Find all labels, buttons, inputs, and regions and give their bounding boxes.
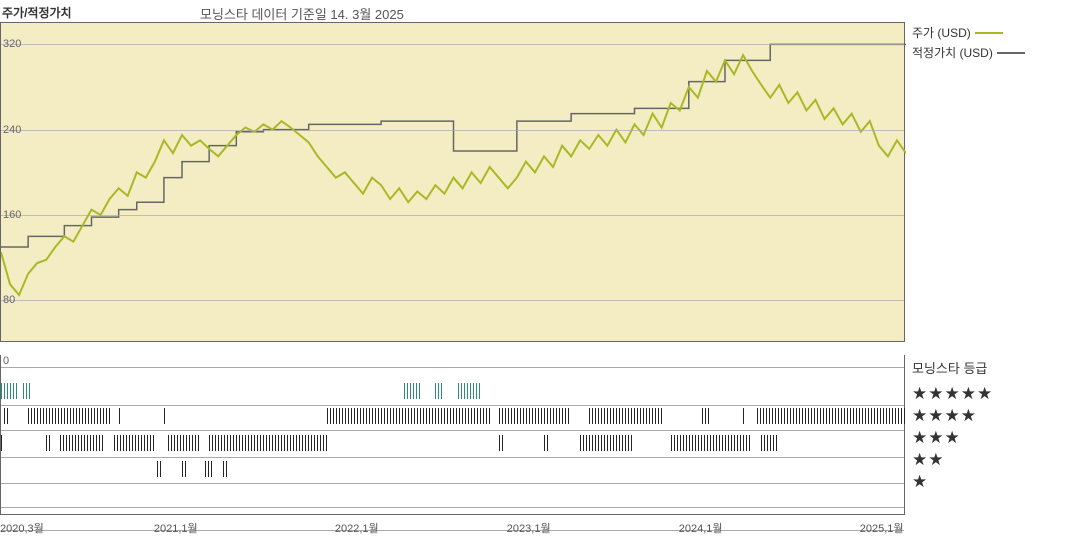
rating-segment — [499, 408, 571, 424]
rating-segment — [702, 408, 709, 424]
rating-segment — [168, 435, 200, 451]
morningstar-rating-chart: 0 — [0, 355, 905, 515]
rating-segment — [23, 383, 30, 399]
rating-legend-title: 모닝스타 등급 — [912, 358, 1072, 377]
star-row: ★★★★ — [912, 405, 1072, 427]
legend-fairvalue: 적정가치 (USD) — [912, 44, 1072, 61]
x-tick-label: 2022,1월 — [335, 520, 379, 536]
rating-y-zero: 0 — [3, 355, 9, 367]
rating-segment — [499, 435, 504, 451]
rating-legend: 모닝스타 등급 ★★★★★★★★★★★★★★★ — [912, 358, 1072, 493]
gridline — [1, 44, 904, 45]
chart-legend: 주가 (USD) 적정가치 (USD) — [912, 24, 1072, 64]
rating-segment — [671, 435, 752, 451]
rating-segment — [46, 435, 51, 451]
y-tick-label: 160 — [3, 209, 21, 221]
rating-segment — [4, 408, 9, 424]
rating-segment — [1, 435, 3, 451]
y-tick-label: 320 — [3, 38, 21, 50]
rating-segment — [761, 435, 779, 451]
rating-segment — [114, 435, 155, 451]
rating-segment — [119, 408, 122, 424]
rating-segment — [164, 408, 167, 424]
star-row: ★★★ — [912, 427, 1072, 449]
rating-segment — [580, 435, 634, 451]
rating-segment — [743, 408, 746, 424]
star-row: ★ — [912, 471, 1072, 493]
legend-price-swatch — [975, 32, 1003, 34]
x-tick-label: 2025,1월 — [860, 520, 904, 536]
rating-segment — [209, 435, 327, 451]
fair-value-line — [1, 44, 906, 247]
gridline — [1, 130, 904, 131]
gridline — [1, 215, 904, 216]
rating-segment — [589, 408, 661, 424]
legend-fair-label: 적정가치 (USD) — [912, 44, 993, 61]
rating-segment — [757, 408, 906, 424]
page-title: 주가/적정가치 — [2, 4, 72, 21]
x-tick-label: 2024,1월 — [679, 520, 723, 536]
rating-segment — [404, 383, 420, 399]
y-tick-label: 240 — [3, 124, 21, 136]
y-tick-label: 80 — [3, 294, 15, 306]
gridline — [1, 300, 904, 301]
x-tick-label: 2020,3월 — [0, 520, 44, 536]
x-tick-label: 2023,1월 — [507, 520, 551, 536]
price-fairvalue-chart: 80 160 240 320 — [0, 22, 905, 342]
rating-segment — [205, 461, 214, 477]
price-line — [1, 55, 906, 295]
rating-segment — [182, 461, 187, 477]
legend-fair-swatch — [997, 52, 1025, 54]
rating-segment — [157, 461, 162, 477]
rating-segment — [223, 461, 228, 477]
rating-segment — [327, 408, 490, 424]
rating-segment — [544, 435, 549, 451]
x-tick-label: 2021,1월 — [154, 520, 198, 536]
rating-segment — [435, 383, 444, 399]
rating-segment — [458, 383, 481, 399]
rating-segment — [1, 383, 19, 399]
data-date-label: 모닝스타 데이터 기준일 14. 3월 2025 — [200, 4, 404, 23]
legend-price: 주가 (USD) — [912, 24, 1072, 41]
rating-segment — [28, 408, 109, 424]
star-row: ★★ — [912, 449, 1072, 471]
rating-segment — [60, 435, 105, 451]
star-row: ★★★★★ — [912, 383, 1072, 405]
legend-price-label: 주가 (USD) — [912, 24, 971, 41]
